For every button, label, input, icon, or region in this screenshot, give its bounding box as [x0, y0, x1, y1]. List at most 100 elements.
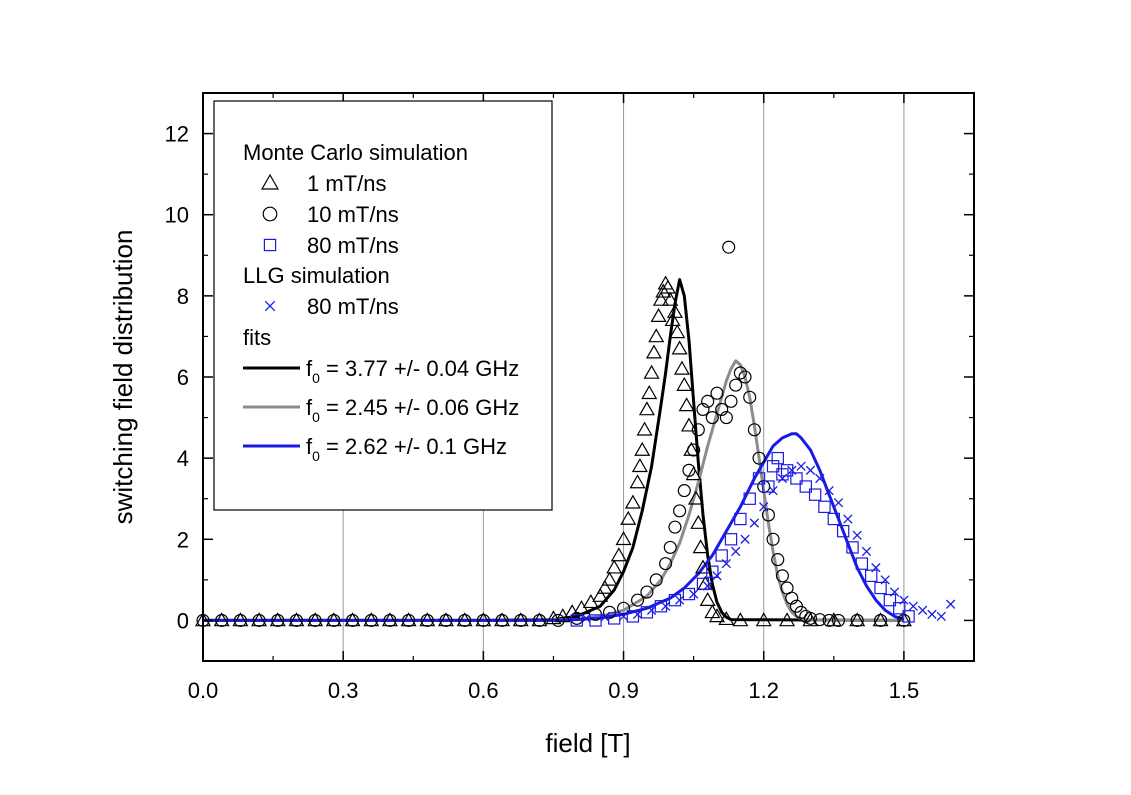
triangle-marker	[601, 571, 618, 586]
triangle-marker	[641, 385, 658, 400]
circle-marker	[420, 613, 434, 627]
triangle-marker	[596, 579, 613, 594]
circle-marker	[761, 508, 775, 522]
triangle-marker	[666, 303, 683, 318]
circle-marker	[616, 601, 631, 615]
triangle-marker	[650, 307, 667, 322]
circle-marker	[743, 390, 757, 404]
square-marker	[263, 238, 277, 252]
circle-marker	[785, 591, 799, 605]
triangle-marker	[669, 324, 686, 339]
circle-marker	[813, 613, 827, 627]
cross-marker	[852, 530, 862, 540]
triangle-marker	[363, 612, 380, 627]
triangle-marker	[269, 612, 286, 627]
circle-marker	[271, 613, 285, 627]
y-tick-label: 6	[177, 365, 189, 390]
square-marker	[771, 451, 784, 465]
triangle-marker	[381, 612, 398, 627]
cross-marker	[787, 465, 797, 475]
triangle-marker	[664, 311, 681, 327]
cross-marker	[674, 595, 685, 605]
x-tick-label: 0.6	[468, 678, 499, 703]
legend-group-monte-carlo: Monte Carlo simulation	[243, 140, 468, 165]
triangle-marker	[718, 611, 735, 626]
circle-marker	[289, 613, 304, 627]
triangle-marker	[419, 612, 436, 627]
circle-marker	[551, 613, 565, 627]
circle-marker	[476, 613, 490, 627]
triangle-marker	[494, 612, 511, 627]
triangle-marker	[620, 510, 637, 525]
triangle-marker	[629, 474, 646, 489]
square-marker	[799, 480, 812, 493]
circle-marker	[691, 423, 705, 437]
legend-label-mc80: 80 mT/ns	[307, 233, 399, 258]
square-marker	[893, 602, 906, 615]
triangle-marker	[213, 612, 230, 627]
square-marker	[752, 472, 766, 485]
triangle-marker	[631, 458, 648, 473]
circle-marker	[262, 206, 278, 222]
legend-marker-triangle	[260, 173, 280, 190]
plot-data	[194, 240, 956, 627]
circle-marker	[897, 613, 911, 627]
circle-marker	[383, 613, 397, 627]
square-marker	[780, 464, 794, 477]
triangle-marker	[676, 376, 693, 391]
cross-marker	[731, 546, 741, 557]
cross-marker	[815, 473, 825, 484]
circle-marker	[687, 443, 701, 457]
y-tick-label: 0	[177, 608, 189, 633]
cross-marker	[581, 613, 591, 624]
y-axis-title: switching field distribution	[108, 230, 138, 525]
circle-marker	[682, 463, 696, 477]
circle-marker	[701, 394, 715, 408]
fit-curve	[203, 359, 904, 622]
square-marker	[808, 488, 822, 501]
triangle-marker	[512, 612, 529, 627]
cross-marker	[843, 514, 853, 524]
cross-marker	[646, 605, 657, 615]
cross-marker	[688, 589, 699, 599]
fit-curve	[203, 432, 905, 622]
triangle-marker	[652, 291, 669, 306]
circle-marker	[715, 402, 729, 417]
triangle-marker	[825, 612, 842, 627]
y-tick-label: 2	[177, 527, 189, 552]
cross-marker	[759, 502, 769, 512]
circle-marker	[733, 366, 747, 380]
circle-marker	[771, 553, 785, 567]
triangle-marker	[655, 283, 672, 298]
triangle-marker	[260, 173, 280, 190]
triangle-marker	[437, 612, 455, 627]
triangle-marker	[456, 612, 473, 627]
triangle-marker	[849, 612, 866, 627]
circle-marker	[677, 484, 691, 498]
cross-marker	[702, 581, 713, 591]
square-marker	[846, 541, 859, 554]
square-marker	[827, 512, 841, 526]
cross-marker	[889, 587, 900, 597]
y-tick-label: 10	[165, 203, 189, 228]
square-marker	[715, 549, 728, 562]
circle-marker	[673, 504, 687, 518]
legend-label-mc10: 10 mT/ns	[307, 202, 399, 227]
circle-marker	[696, 402, 710, 417]
cross-marker	[632, 609, 643, 620]
triangle-marker	[648, 328, 665, 343]
x-axis-title: field [T]	[545, 728, 630, 758]
circle-marker	[738, 370, 752, 384]
y-tick-label: 8	[177, 284, 189, 309]
cross-marker	[749, 518, 760, 528]
circle-marker	[252, 613, 266, 627]
square-marker	[607, 612, 621, 625]
triangle-marker	[645, 344, 662, 359]
triangle-marker	[634, 441, 651, 456]
square-marker	[902, 610, 915, 623]
triangle-marker	[687, 490, 705, 505]
circle-marker	[710, 386, 724, 400]
square-marker	[818, 500, 831, 514]
circle-marker	[850, 613, 864, 627]
